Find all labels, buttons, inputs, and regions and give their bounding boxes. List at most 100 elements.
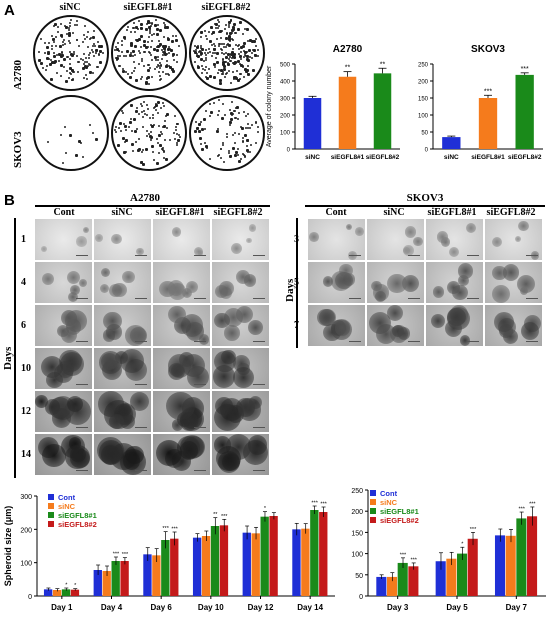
spheroid-col-label: siEGFL8#1 [155,207,205,218]
legend-label: siNC [58,502,76,511]
day-row-label: 12 [21,405,31,417]
spheroid-a2780-title: A2780 [130,192,160,204]
bar [373,73,392,149]
spheroid-micrograph [153,262,210,303]
spheroid-col-label: siNC [383,207,405,218]
legend-label: siEGFL8#1 [58,511,97,520]
bar [52,590,62,596]
bar [201,536,211,596]
bar [43,589,53,596]
significance-label: *** [122,552,129,558]
y-tick-label: 150 [351,530,363,537]
bar [102,571,111,596]
significance-label: *** [521,66,529,73]
spheroid-micrograph [153,434,210,475]
colony-dish [33,15,109,91]
bar [143,554,152,596]
spheroid-micrograph [35,434,92,475]
spheroid-micrograph [94,305,151,346]
bar [408,566,419,596]
significance-label: * [65,583,68,589]
bar [478,98,498,149]
y-tick-label: 50 [421,131,428,137]
x-tick-label: siNC [444,154,459,161]
x-tick-label: Day 7 [506,603,528,612]
bar [210,526,220,596]
bar [446,558,457,596]
bar [93,570,102,596]
bar [242,532,251,596]
y-tick-label: 250 [351,488,363,495]
significance-label: ** [380,61,386,68]
legend-swatch [370,490,376,496]
spheroid-col-label: siNC [111,207,133,218]
spheroid-micrograph [35,219,92,260]
spheroid-micrograph [153,391,210,432]
y-tick-label: 500 [280,63,291,69]
spheroid-a2780-title-rule [35,205,270,207]
y-tick-label: 150 [418,97,429,103]
significance-label: *** [529,501,536,507]
spheroid-micrograph [426,262,483,303]
day-row-label: 3 [294,233,299,245]
significance-label: *** [470,527,477,533]
y-tick-label: 300 [280,97,291,103]
x-tick-label: Day 4 [101,603,123,612]
significance-label: *** [171,527,178,533]
bar [120,561,129,596]
bar [435,561,446,596]
spheroid-micrograph [35,348,92,389]
y-axis-label: Spheroid size (μm) [3,506,13,587]
bar [467,538,478,596]
day-row-label: 7 [294,319,299,331]
spheroid-skov3-title: SKOV3 [406,192,444,204]
bar [70,589,80,596]
significance-label: *** [162,526,169,532]
spheroid-micrograph [212,391,269,432]
bar [301,528,310,596]
spheroid-col-label: Cont [53,207,75,218]
x-tick-label: siNC [305,154,320,161]
y-tick-label: 0 [359,594,363,601]
significance-label: *** [113,552,120,558]
spheroid-micrograph [153,219,210,260]
legend-label: siEGFL8#2 [380,516,419,525]
spheroid-micrograph [212,434,269,475]
significance-label: *** [320,502,327,508]
significance-label: *** [484,88,492,95]
y-tick-label: 100 [20,561,32,568]
colony-row-label: SKOV3 [12,131,24,168]
significance-label: * [74,583,77,589]
bar [397,562,408,596]
y-tick-label: 50 [355,573,363,580]
x-tick-label: siEGFL8#2 [366,154,400,161]
x-tick-label: siEGFL8#1 [471,154,505,161]
colony-dish [111,95,187,171]
x-tick-label: Day 10 [198,603,224,612]
bar [152,555,161,596]
chart-title: A2780 [333,44,363,55]
colony-col-label: siNC [59,2,81,13]
x-tick-label: Day 1 [51,603,73,612]
bar [516,518,527,596]
spheroid-micrograph [212,219,269,260]
legend-label: Cont [58,493,76,502]
spheroid-micrograph [426,219,483,260]
bar [61,589,71,596]
bar [386,576,398,596]
significance-label: *** [311,501,318,507]
spheroid-micrograph [308,219,365,260]
legend-swatch [370,508,376,514]
bar [376,576,387,596]
spheroid-skov3-title-rule [305,205,545,207]
bar [192,537,202,596]
legend-swatch [370,517,376,523]
spheroid-micrograph [212,348,269,389]
legend-label: siEGFL8#1 [380,507,419,516]
y-tick-label: 200 [20,527,32,534]
spheroid-micrograph [308,262,365,303]
x-tick-label: siEGFL8#2 [508,154,542,161]
bar [494,535,506,596]
y-tick-label: 0 [28,594,32,601]
